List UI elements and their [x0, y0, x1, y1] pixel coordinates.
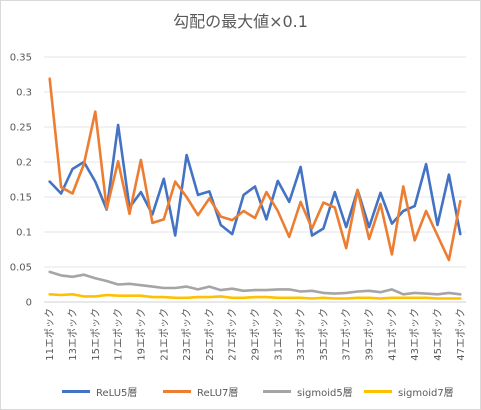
legend: ReLU5層 ReLU7層 sigmoid5層 sigmoid7層	[0, 381, 481, 401]
x-tick-label: 37エポック	[341, 308, 353, 361]
legend-label: ReLU7層	[197, 387, 239, 399]
x-tick-label: 19エポック	[135, 308, 147, 361]
x-tick-label: 15エポック	[90, 308, 102, 361]
legend-label: sigmoid7層	[398, 387, 454, 399]
y-tick-label: 0.25	[10, 123, 32, 134]
series-line-1	[48, 77, 462, 262]
x-tick-label: 21エポック	[158, 308, 170, 361]
gridlines	[44, 56, 466, 303]
legend-swatch	[263, 389, 291, 393]
legend-swatch	[62, 389, 90, 393]
legend-item: sigmoid5層	[263, 381, 353, 401]
y-tick-label: 0.15	[10, 193, 32, 204]
x-tick-label: 43エポック	[409, 308, 421, 361]
series-lines	[48, 77, 462, 300]
x-tick-label: 13エポック	[67, 308, 79, 361]
legend-item: sigmoid7層	[364, 381, 454, 401]
x-tick-label: 47エポック	[455, 308, 467, 361]
y-tick-label: 0.05	[10, 263, 32, 274]
x-tick-label: 35エポック	[318, 308, 330, 361]
series-line-3	[48, 292, 462, 300]
x-tick-label: 45エポック	[432, 308, 444, 361]
legend-swatch	[163, 389, 191, 393]
y-tick-label: 0.35	[10, 53, 32, 64]
x-tick-label: 25エポック	[204, 308, 216, 361]
chart-title: 勾配の最大値×0.1	[173, 12, 308, 31]
y-tick-label: 0.2	[16, 158, 32, 169]
y-tick-label: 0.1	[16, 228, 32, 239]
x-tick-label: 41エポック	[386, 308, 398, 361]
legend-swatch	[364, 389, 392, 393]
x-axis-ticks: 11エポック 13エポック 15エポック 17エポック 19エポック 21エポック 23エポ…	[44, 308, 467, 361]
legend-label: sigmoid5層	[297, 387, 353, 399]
legend-label: ReLU5層	[96, 387, 138, 399]
x-tick-label: 11エポック	[44, 308, 56, 361]
x-tick-label: 17エポック	[113, 308, 125, 361]
x-tick-label: 33エポック	[295, 308, 307, 361]
y-tick-label: 0	[26, 298, 32, 309]
x-tick-label: 39エポック	[364, 308, 376, 361]
x-tick-label: 29エポック	[250, 308, 262, 361]
series-line-2	[48, 270, 462, 296]
series-line-0	[48, 123, 462, 237]
x-tick-label: 27エポック	[227, 308, 239, 361]
legend-item: ReLU7層	[163, 381, 238, 401]
y-axis-ticks: 0 0.05 0.1 0.15 0.2 0.25 0.3 0.35	[10, 53, 32, 309]
legend-item: ReLU5層	[62, 381, 137, 401]
y-tick-label: 0.3	[16, 88, 32, 99]
line-chart: 00.050.10.150.20.250.30.35 11エポック 13エポック 1…	[10, 53, 467, 361]
x-tick-label: 23エポック	[181, 308, 193, 361]
x-tick-label: 31エポック	[272, 308, 284, 361]
